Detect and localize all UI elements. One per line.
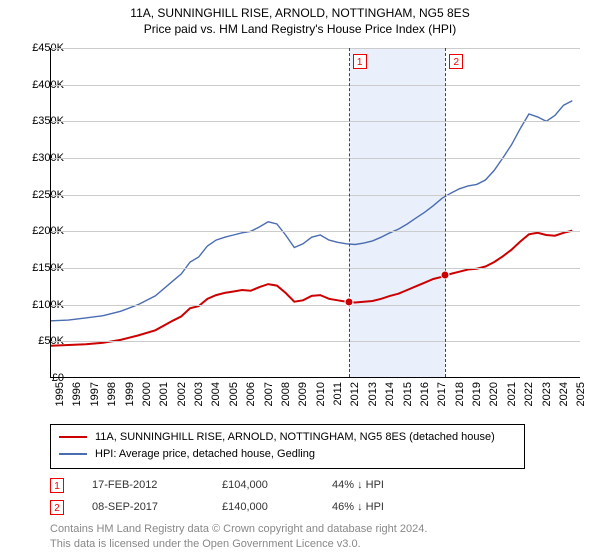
x-axis-label: 2008 [280, 382, 292, 406]
chart-gridline [51, 195, 580, 196]
chart-gridline [51, 341, 580, 342]
legend-label: HPI: Average price, detached house, Gedl… [95, 446, 315, 463]
x-axis-label: 2001 [158, 382, 170, 406]
sale-date: 17-FEB-2012 [92, 479, 222, 491]
sale-marker-ref: 2 [50, 500, 64, 515]
x-axis-label: 2004 [210, 382, 222, 406]
x-axis-label: 2017 [436, 382, 448, 406]
sales-table: 1 17-FEB-2012£104,00044% ↓ HPI 2 08-SEP-201… [50, 474, 550, 518]
chart-gridline [51, 85, 580, 86]
x-axis-label: 2003 [193, 382, 205, 406]
x-axis-label: 2007 [263, 382, 275, 406]
x-axis-label: 2010 [315, 382, 327, 406]
legend-label: 11A, SUNNINGHILL RISE, ARNOLD, NOTTINGHA… [95, 429, 495, 446]
x-axis-label: 2025 [575, 382, 587, 406]
x-axis-label: 2006 [245, 382, 257, 406]
x-axis-label: 2023 [541, 382, 553, 406]
chart-gridline [51, 48, 580, 49]
sale-marker-dot [344, 297, 353, 306]
x-axis-label: 2000 [141, 382, 153, 406]
sale-price: £104,000 [222, 479, 332, 491]
chart-gridline [51, 158, 580, 159]
sale-marker-line [349, 48, 350, 377]
x-axis-label: 2021 [506, 382, 518, 406]
x-axis-label: 1997 [89, 382, 101, 406]
chart-gridline [51, 305, 580, 306]
attribution-line: Contains HM Land Registry data © Crown c… [50, 522, 560, 537]
x-axis-label: 2009 [297, 382, 309, 406]
x-axis-label: 2024 [558, 382, 570, 406]
sale-hpi-diff: 46% ↓ HPI [332, 501, 452, 513]
sale-price: £140,000 [222, 501, 332, 513]
sale-marker-ref: 1 [50, 478, 64, 493]
series-line-property [51, 231, 572, 346]
chart-title-address: 11A, SUNNINGHILL RISE, ARNOLD, NOTTINGHA… [0, 6, 600, 22]
x-axis-label: 2015 [402, 382, 414, 406]
x-axis-label: 1999 [124, 382, 136, 406]
chart-lines-svg [51, 48, 581, 378]
x-axis-label: 2016 [419, 382, 431, 406]
x-axis-label: 2011 [332, 382, 344, 406]
legend-item: 11A, SUNNINGHILL RISE, ARNOLD, NOTTINGHA… [59, 429, 516, 446]
sales-row: 2 08-SEP-2017£140,00046% ↓ HPI [50, 496, 550, 518]
sale-date: 08-SEP-2017 [92, 501, 222, 513]
x-axis-label: 2022 [523, 382, 535, 406]
x-axis-label: 2012 [349, 382, 361, 406]
sale-marker-box: 2 [449, 54, 463, 69]
sale-hpi-diff: 44% ↓ HPI [332, 479, 452, 491]
series-line-hpi [51, 101, 572, 321]
x-axis-label: 2020 [488, 382, 500, 406]
chart-gridline [51, 268, 580, 269]
legend-swatch [59, 436, 87, 438]
x-axis-label: 1998 [106, 382, 118, 406]
sale-marker-box: 1 [353, 54, 367, 69]
x-axis-label: 1996 [71, 382, 83, 406]
sales-row: 1 17-FEB-2012£104,00044% ↓ HPI [50, 474, 550, 496]
chart-gridline [51, 121, 580, 122]
x-axis-label: 2018 [454, 382, 466, 406]
chart-title-subtitle: Price paid vs. HM Land Registry's House … [0, 22, 600, 38]
x-axis-label: 2014 [384, 382, 396, 406]
chart-gridline [51, 231, 580, 232]
sale-marker-line [445, 48, 446, 377]
chart-plot-area: 12 [50, 48, 580, 378]
attribution-text: Contains HM Land Registry data © Crown c… [50, 522, 560, 552]
x-axis-label: 1995 [54, 382, 66, 406]
sale-marker-dot [441, 271, 450, 280]
x-axis-label: 2002 [176, 382, 188, 406]
x-axis-label: 2005 [228, 382, 240, 406]
chart-legend: 11A, SUNNINGHILL RISE, ARNOLD, NOTTINGHA… [50, 424, 525, 469]
x-axis-label: 2019 [471, 382, 483, 406]
legend-item: HPI: Average price, detached house, Gedl… [59, 446, 516, 463]
legend-swatch [59, 453, 87, 455]
attribution-line: This data is licensed under the Open Gov… [50, 537, 560, 552]
x-axis-label: 2013 [367, 382, 379, 406]
